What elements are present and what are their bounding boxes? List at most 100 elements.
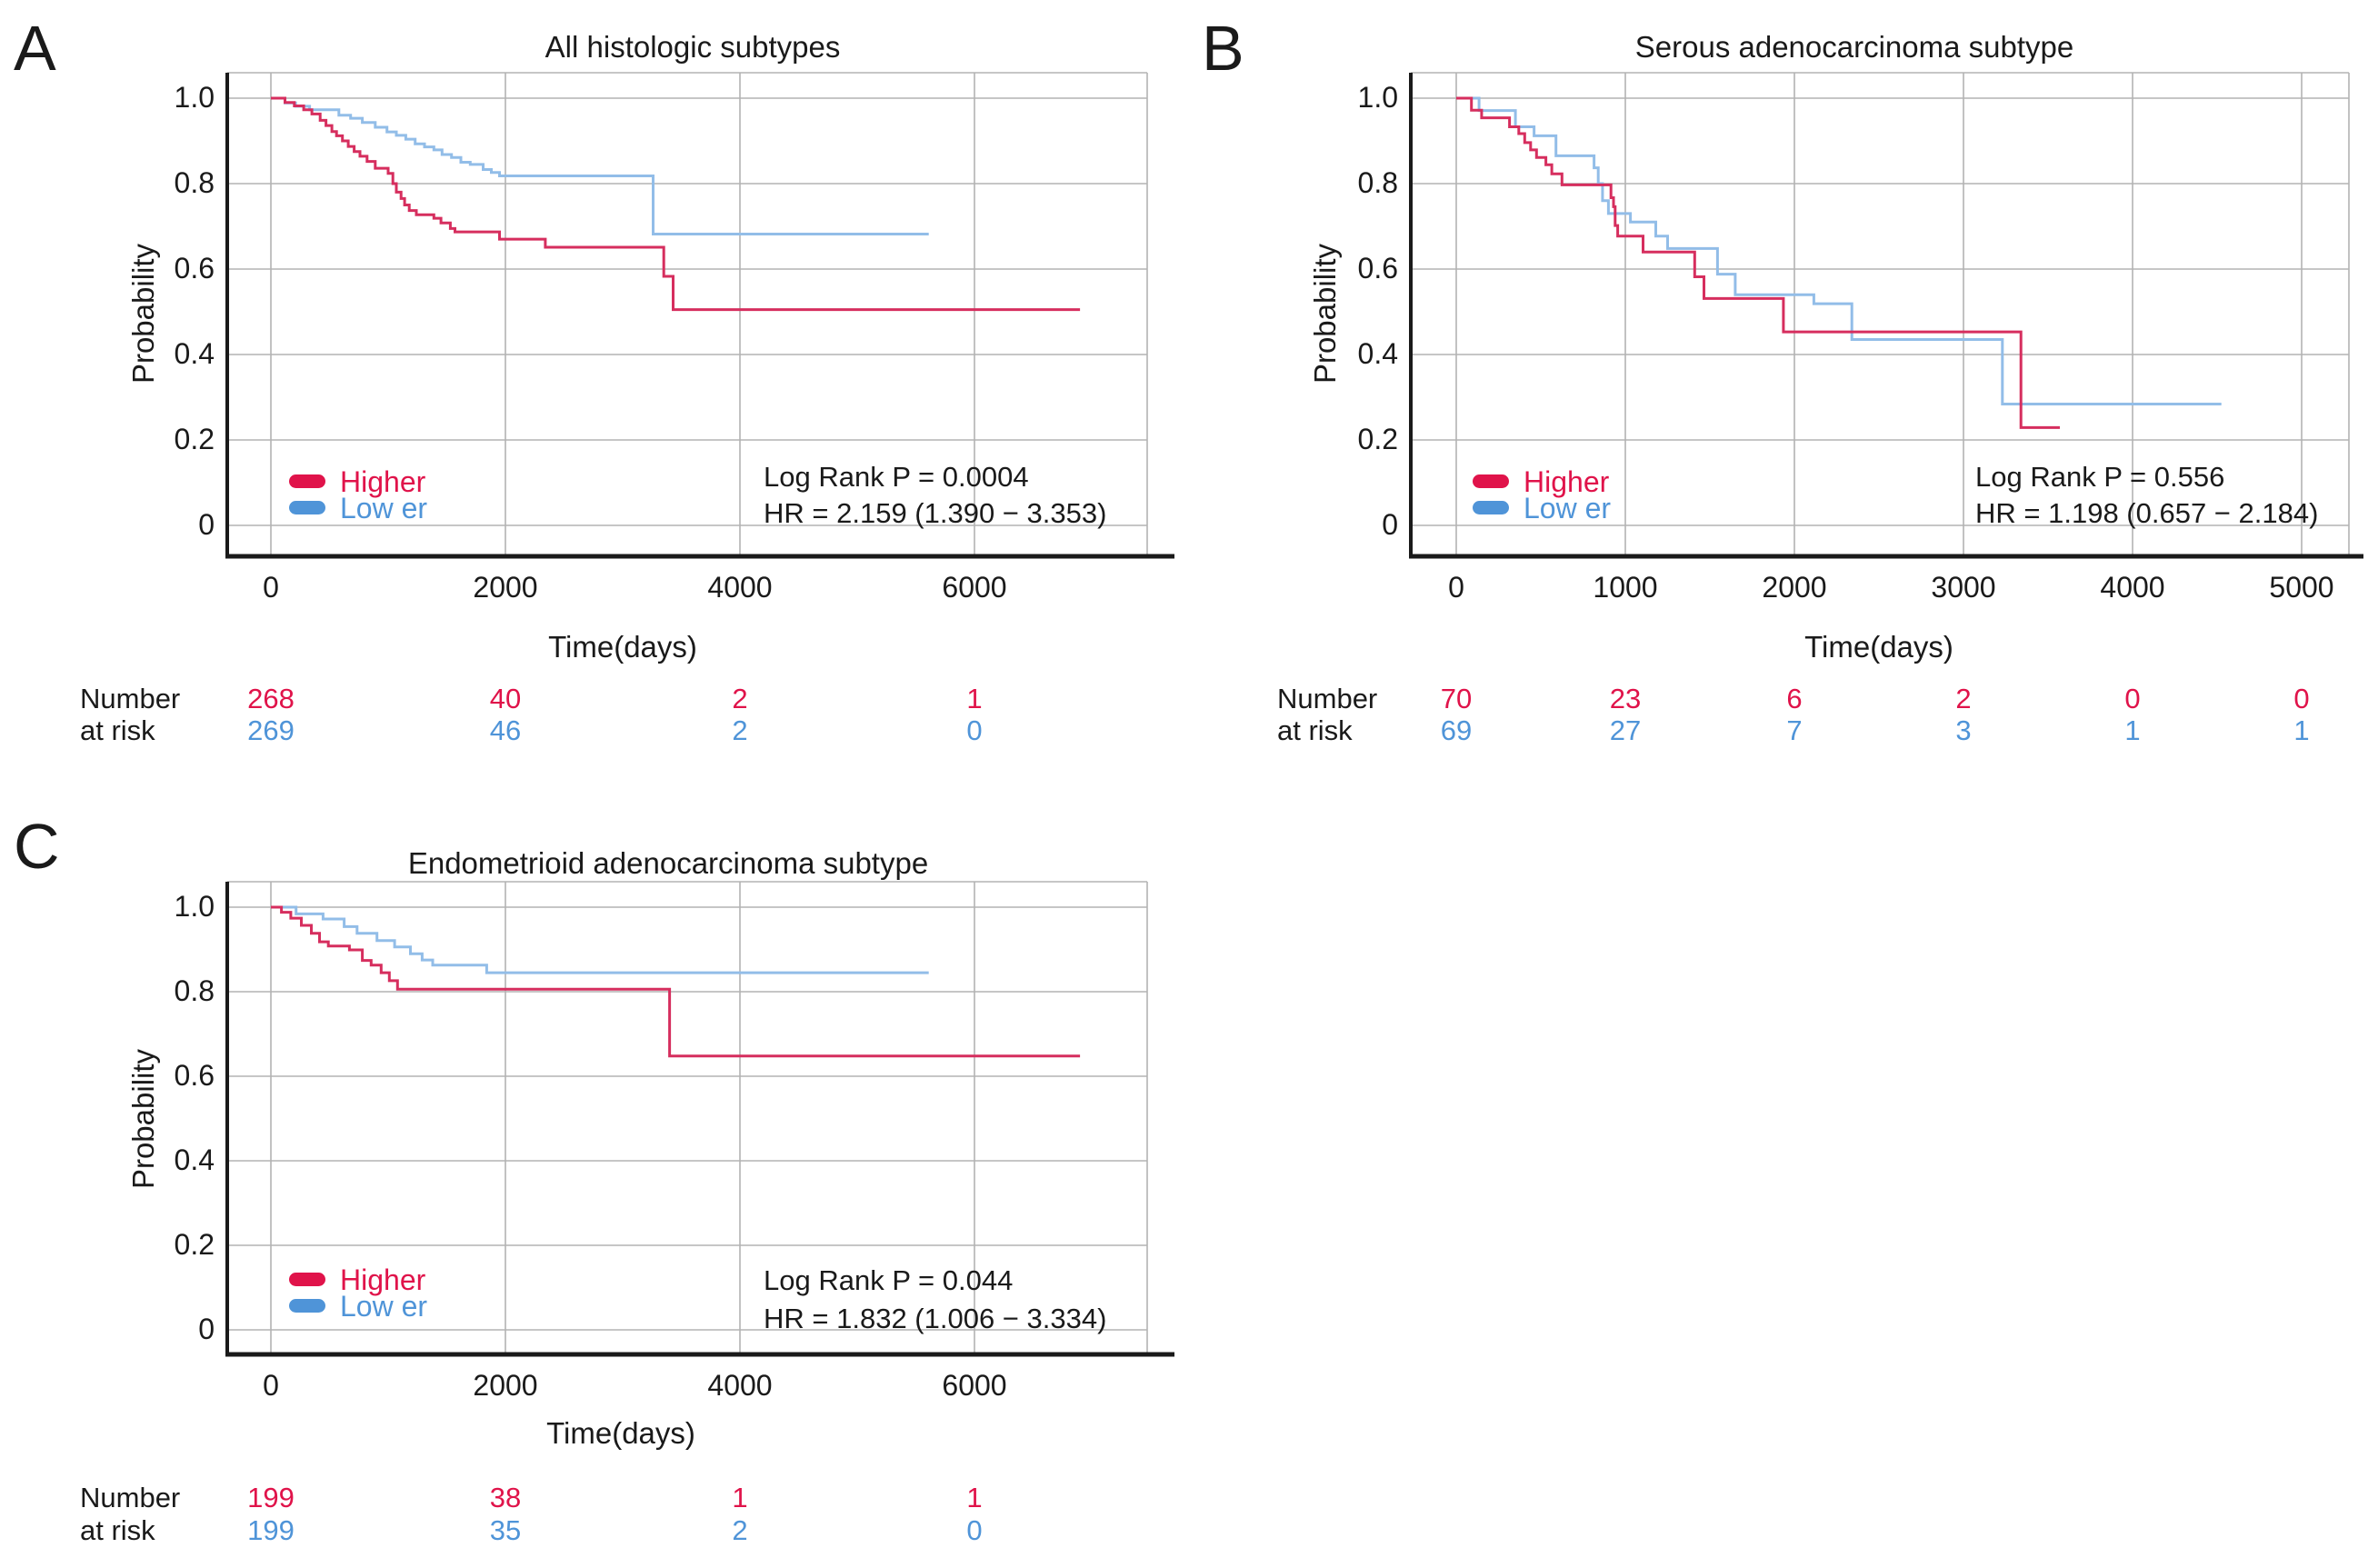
risk-value: 269 (247, 714, 295, 746)
panel-a-x-axis-title: Time(days) (548, 630, 697, 664)
panel-c-letter: C (14, 811, 60, 882)
risk-value: 38 (489, 1482, 522, 1513)
risk-value: 46 (489, 714, 522, 746)
y-tick-label: 0.8 (174, 974, 215, 1007)
panel-b-y-axis-title: Probability (1308, 243, 1342, 385)
risk-value: 1 (2293, 714, 2310, 746)
y-tick-label: 1.0 (1357, 81, 1398, 114)
km-curve-lower (271, 905, 929, 974)
y-tick-label: 0.2 (174, 1228, 215, 1261)
panel-b-letter: B (1202, 13, 1244, 84)
panel-c-y-axis-title: Probability (126, 1048, 160, 1190)
logrank-p-text: Log Rank P = 0.0004 (764, 461, 1029, 493)
risk-table-label-atrisk: at risk (1277, 714, 1353, 746)
legend-label-higher: Higher (340, 1263, 426, 1296)
y-tick-label: 0.4 (1357, 337, 1398, 370)
risk-value: 69 (1440, 714, 1473, 746)
panel-c-x-axis-title: Time(days) (546, 1416, 695, 1450)
risk-value: 23 (1609, 683, 1642, 714)
x-tick-label: 4000 (2100, 571, 2165, 604)
risk-value: 6 (1786, 683, 1803, 714)
y-tick-label: 0.6 (174, 1059, 215, 1092)
risk-value: 0 (2293, 683, 2310, 714)
x-tick-label: 2000 (473, 1369, 538, 1402)
panel-b-x-axis-title: Time(days) (1804, 630, 1953, 664)
hazard-ratio-text: HR = 1.832 (1.006 − 3.334) (764, 1303, 1107, 1334)
y-tick-label: 0.8 (1357, 166, 1398, 199)
y-tick-label: 0.2 (1357, 423, 1398, 455)
x-tick-label: 2000 (473, 571, 538, 604)
higher-series-swatch-icon (289, 474, 325, 488)
risk-table-label-atrisk: at risk (80, 1514, 155, 1546)
x-tick-label: 1000 (1593, 571, 1658, 604)
x-tick-label: 3000 (1931, 571, 1996, 604)
y-tick-label: 0.6 (1357, 252, 1398, 285)
risk-value: 1 (966, 683, 983, 714)
hazard-ratio-text: HR = 1.198 (0.657 − 2.184) (1975, 497, 2319, 529)
lower-series-swatch-icon (289, 501, 325, 514)
risk-value: 0 (966, 714, 983, 746)
y-tick-label: 0.2 (174, 423, 215, 455)
km-curve-higher (271, 905, 1081, 1058)
km-curve-lower (1456, 96, 2222, 405)
risk-table-label-atrisk: at risk (80, 714, 155, 746)
risk-value: 7 (1786, 714, 1803, 746)
km-curve-lower (271, 96, 929, 235)
risk-value: 0 (2124, 683, 2141, 714)
x-tick-label: 0 (263, 571, 279, 604)
x-tick-label: 2000 (1762, 571, 1827, 604)
y-tick-label: 0 (198, 1313, 215, 1345)
higher-series-swatch-icon (289, 1273, 325, 1286)
risk-value: 268 (247, 683, 295, 714)
panel-a-y-axis-title: Probability (126, 243, 160, 385)
risk-value: 199 (247, 1482, 295, 1513)
risk-value: 0 (966, 1514, 983, 1546)
risk-value: 2 (732, 683, 748, 714)
x-tick-label: 4000 (707, 1369, 773, 1402)
logrank-p-text: Log Rank P = 0.556 (1975, 461, 2225, 493)
x-tick-label: 6000 (942, 571, 1007, 604)
y-tick-label: 0.4 (174, 337, 215, 370)
risk-value: 70 (1440, 683, 1473, 714)
panel-b-stats: Log Rank P = 0.556 HR = 1.198 (0.657 − 2… (1975, 459, 2318, 532)
x-tick-label: 5000 (2269, 571, 2334, 604)
risk-value: 35 (489, 1514, 522, 1546)
y-tick-label: 0.8 (174, 166, 215, 199)
y-tick-label: 1.0 (174, 890, 215, 923)
panel-c-title: Endometrioid adenocarcinoma subtype (407, 846, 929, 880)
km-curve-higher (1456, 96, 2060, 429)
risk-value: 1 (2124, 714, 2141, 746)
x-tick-label: 4000 (707, 571, 773, 604)
risk-table-label-number: Number (80, 1482, 181, 1513)
legend-label-lower: Low er (340, 492, 428, 524)
risk-value: 2 (1955, 683, 1972, 714)
legend-label-lower: Low er (1524, 492, 1612, 524)
x-tick-label: 0 (1448, 571, 1464, 604)
higher-series-swatch-icon (1473, 474, 1509, 488)
risk-value: 199 (247, 1514, 295, 1546)
panel-a-stats: Log Rank P = 0.0004 HR = 2.159 (1.390 − … (764, 459, 1106, 532)
lower-series-swatch-icon (289, 1299, 325, 1313)
risk-value: 3 (1955, 714, 1972, 746)
panel-c-stats: Log Rank P = 0.044 HR = 1.832 (1.006 − 3… (764, 1262, 1106, 1338)
km-curve-higher (271, 96, 1081, 312)
x-tick-label: 0 (263, 1369, 279, 1402)
risk-value: 2 (732, 1514, 748, 1546)
panel-a-letter: A (14, 13, 56, 84)
risk-value: 40 (489, 683, 522, 714)
hazard-ratio-text: HR = 2.159 (1.390 − 3.353) (764, 497, 1107, 529)
risk-table-label-number: Number (1277, 683, 1378, 714)
y-tick-label: 1.0 (174, 81, 215, 114)
legend-label-higher: Higher (1524, 465, 1610, 498)
risk-value: 27 (1609, 714, 1642, 746)
y-tick-label: 0.6 (174, 252, 215, 285)
panel-b-title: Serous adenocarcinoma subtype (1634, 30, 2074, 64)
risk-value: 1 (966, 1482, 983, 1513)
y-tick-label: 0 (198, 508, 215, 541)
risk-value: 2 (732, 714, 748, 746)
x-tick-label: 6000 (942, 1369, 1007, 1402)
y-tick-label: 0.4 (174, 1144, 215, 1176)
risk-value: 1 (732, 1482, 748, 1513)
